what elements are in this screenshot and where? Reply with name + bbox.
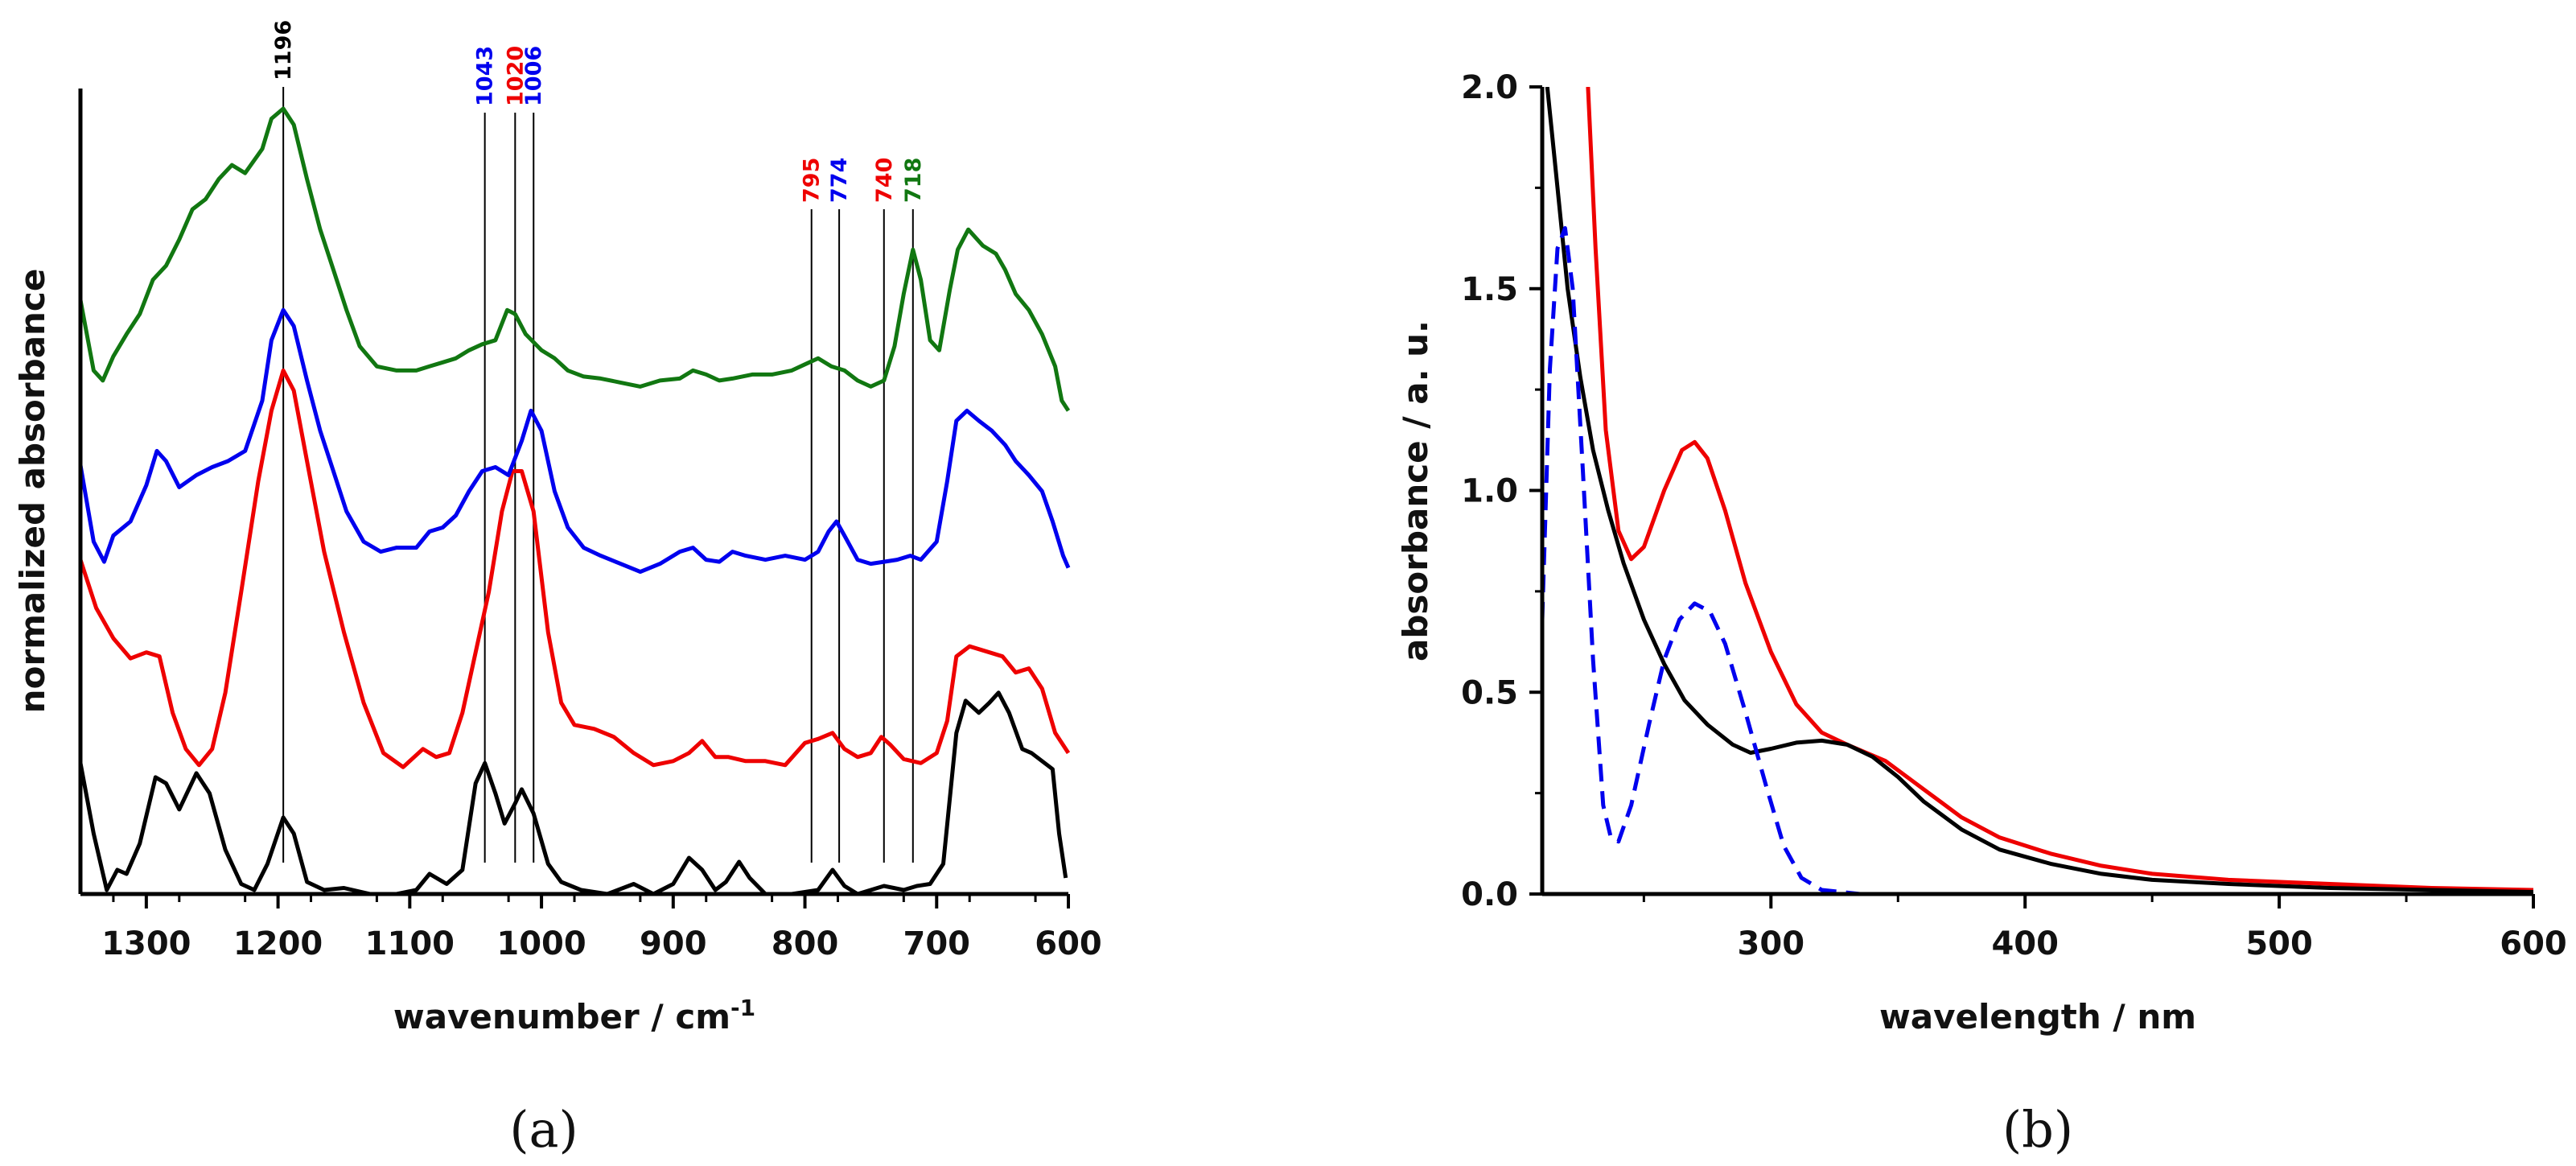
series-black	[78, 690, 1068, 896]
x-tick-label: 800	[772, 925, 839, 962]
peak-label: 740	[872, 158, 897, 203]
y-tick-label: 2.0	[1461, 69, 1518, 106]
x-tick-label: 1000	[496, 925, 586, 962]
ir-series-group	[78, 106, 1071, 896]
x-tick-label: 1300	[101, 925, 191, 962]
panel-label-b: (b)	[2002, 1100, 2073, 1159]
peak-label: 1043	[473, 46, 498, 106]
uv-vis-panel: 300 400 500 600 0.0 0.5 1.0 1.5 2.0 wavelength /…	[1396, 69, 2567, 1159]
series-red	[78, 368, 1071, 769]
series-blue	[78, 307, 1071, 575]
tick-group: 300 400 500 600 0.0 0.5 1.0 1.5 2.0	[1461, 69, 2567, 962]
panel-label-a: (a)	[509, 1100, 578, 1159]
x-axis-title: wavenumber / cm-1	[393, 995, 755, 1036]
uv-series-group	[1542, 87, 2533, 895]
x-tick-group: 1300 1200 1100 1000 900 800 700 600	[101, 894, 1102, 962]
x-tick-label: 600	[2500, 925, 2567, 962]
series-black	[1545, 87, 2533, 894]
x-tick-label: 700	[903, 925, 971, 962]
y-tick-label: 1.5	[1461, 271, 1518, 308]
x-tick-label: 900	[640, 925, 707, 962]
y-tick-label: 1.0	[1461, 473, 1518, 510]
x-tick-label: 1100	[365, 925, 455, 962]
x-tick-label: 1200	[233, 925, 323, 962]
y-axis-title: absorbance / a. u.	[1396, 320, 1435, 661]
peak-label: 774	[827, 158, 852, 203]
peak-label: 795	[800, 158, 825, 203]
y-tick-label: 0.0	[1461, 876, 1518, 913]
peak-label: 1196	[271, 20, 296, 80]
x-axis-title: wavelength / nm	[1879, 997, 2196, 1036]
x-tick-label: 400	[1991, 925, 2059, 962]
series-green	[78, 106, 1071, 412]
series-blue-dashed	[1542, 226, 1899, 895]
x-tick-label: 500	[2245, 925, 2313, 962]
y-axis-title: normalized absorbance	[13, 269, 52, 714]
x-tick-label: 300	[1738, 925, 1805, 962]
peak-label: 718	[901, 158, 926, 203]
peak-label: 1006	[521, 46, 546, 106]
peak-label: 1020	[503, 46, 528, 106]
x-tick-label: 600	[1035, 925, 1102, 962]
y-tick-label: 0.5	[1461, 674, 1518, 711]
series-red	[1586, 87, 2533, 892]
